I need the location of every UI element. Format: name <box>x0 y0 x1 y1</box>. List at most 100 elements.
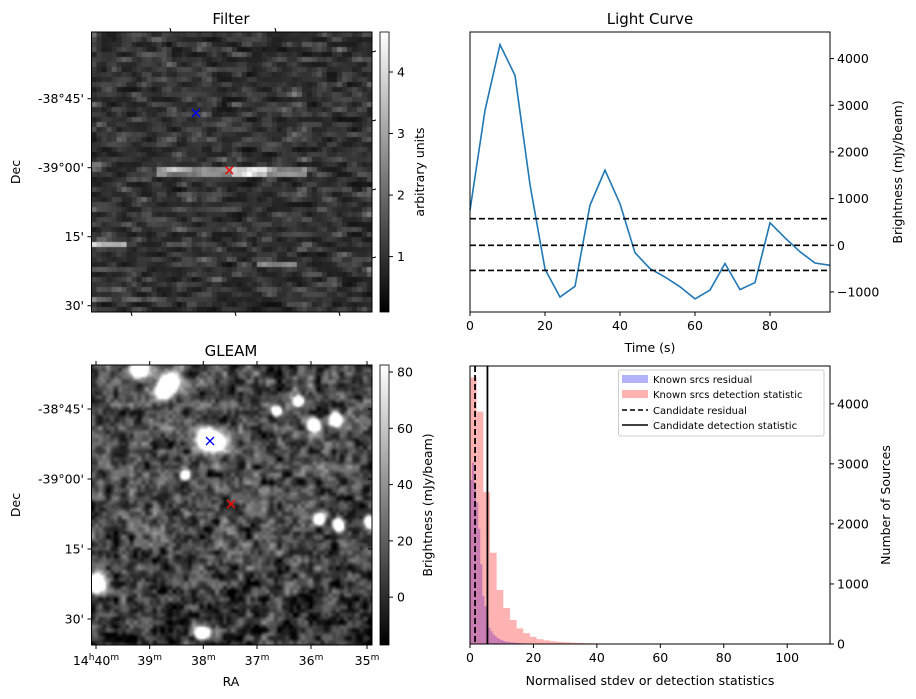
x-tick-label: 0 <box>466 318 474 333</box>
y-tick-label: −1000 <box>837 284 879 299</box>
light-curve-line <box>469 42 831 300</box>
residual-bar <box>509 642 512 644</box>
ra-minutes: 36 <box>299 653 315 668</box>
histogram-xlabel: Normalised stdev or detection statistics <box>526 673 775 688</box>
x-tick-label: 40 <box>589 650 605 665</box>
detection-bar <box>470 377 477 644</box>
detection-bar <box>536 639 544 644</box>
detection-bar <box>476 411 484 644</box>
residual-bar <box>507 641 510 644</box>
ra-tick-label: 14h40m <box>73 653 119 668</box>
ra-tick <box>130 311 133 317</box>
dec-tick-label: 15' <box>65 542 84 557</box>
ra-minutes: 35 <box>355 653 371 668</box>
ra-minutes-unit: m <box>371 653 380 663</box>
lightcurve-axes-frame <box>469 31 831 313</box>
gleam-ylabel: Dec <box>8 493 23 517</box>
x-tick-label: 60 <box>687 318 703 333</box>
detection-bar <box>576 642 584 644</box>
legend-box <box>618 369 825 437</box>
residual-bar <box>513 642 516 644</box>
gleam-blue-marker <box>205 436 215 446</box>
residual-bar <box>478 528 481 644</box>
colorbar-tick-label: 2 <box>397 188 405 203</box>
ra-minutes-unit: m <box>207 653 216 663</box>
detection-bar <box>543 640 550 644</box>
ra-tick-label: 37m <box>245 653 270 668</box>
detection-bar <box>509 619 517 644</box>
histogram-axes-frame <box>469 365 831 645</box>
y-tick-label: 3000 <box>837 98 869 113</box>
detection-bar <box>549 641 557 644</box>
dec-right-tick <box>371 119 377 122</box>
detection-bar <box>489 552 497 644</box>
detection-bar <box>496 589 504 644</box>
x-tick-label: 0 <box>466 650 474 665</box>
dec-right-tick <box>371 50 377 53</box>
x-tick-label: 80 <box>762 318 778 333</box>
residual-bar <box>498 639 501 644</box>
residual-bar <box>476 502 479 644</box>
gleam-panel: GLEAM -38°45'-39°00'15'30'14h40m 39m 38m 37… <box>8 342 435 689</box>
y-tick-label: 0 <box>837 637 845 652</box>
gleam-colorbar <box>379 364 390 646</box>
ra-hours-unit: h <box>89 653 95 663</box>
filter-red-marker <box>225 166 234 175</box>
dec-tick-label: -39°00' <box>38 160 84 175</box>
colorbar-tick-label: 80 <box>397 365 413 380</box>
detection-bar <box>569 642 577 644</box>
residual-bar <box>472 462 475 644</box>
filter-title: Filter <box>212 10 250 28</box>
detection-bar <box>529 636 537 644</box>
residual-bar <box>480 564 483 644</box>
residual-bar <box>515 642 518 644</box>
filter-axes-frame <box>91 31 373 313</box>
legend-label-residual: Known srcs residual <box>653 375 752 386</box>
dec-right-tick <box>371 188 377 191</box>
y-tick-label: 1000 <box>837 576 869 591</box>
ra-top-tick <box>274 27 277 33</box>
residual-bar <box>484 606 487 644</box>
legend-swatch-detection <box>622 390 648 398</box>
ra-minutes-unit: m <box>110 653 119 663</box>
gleam-title: GLEAM <box>205 342 258 360</box>
lightcurve-title: Light Curve <box>607 10 693 28</box>
detection-bar <box>503 607 510 644</box>
gleam-red-marker <box>226 499 236 509</box>
colorbar-tick-label: 40 <box>397 477 413 492</box>
ra-tick-label: 39m <box>137 653 162 668</box>
x-tick-label: 60 <box>652 650 668 665</box>
legend-swatch-residual <box>622 375 648 383</box>
dec-tick-label: 30' <box>65 298 84 313</box>
gleam-axes-frame <box>91 364 373 646</box>
residual-bar <box>474 482 477 644</box>
colorbar-tick-label: 0 <box>397 590 405 605</box>
ra-minutes: 39 <box>137 653 153 668</box>
residual-bar <box>494 636 497 644</box>
ra-tick-label: 35m <box>355 653 380 668</box>
filter-colorbar-label: arbitrary units <box>412 127 427 216</box>
residual-bar <box>505 641 508 644</box>
dec-tick-label: 30' <box>65 612 84 627</box>
gleam-xlabel: RA <box>223 674 240 689</box>
ra-tick-label: 36m <box>299 653 324 668</box>
filter-colorbar <box>379 31 390 313</box>
detection-bar <box>556 641 564 644</box>
y-tick-label: 3000 <box>837 456 869 471</box>
filter-panel: Filter -38°45' -39°00' 15' 30' Dec 1 2 3 4 arb… <box>8 10 427 317</box>
x-tick-label: 40 <box>612 318 628 333</box>
residual-bar <box>500 640 503 644</box>
y-tick-label: 2000 <box>837 516 869 531</box>
dec-tick-label: 15' <box>65 229 84 244</box>
ra-tick <box>234 311 237 317</box>
detection-bar <box>516 628 524 644</box>
ra-minutes: 40 <box>94 653 110 668</box>
lightcurve-xlabel: Time (s) <box>624 340 676 355</box>
y-tick-label: 0 <box>837 238 845 253</box>
colorbar-tick-label: 3 <box>397 126 405 141</box>
ra-minutes-unit: m <box>153 653 162 663</box>
x-tick-label: 80 <box>716 650 732 665</box>
residual-bar <box>496 637 499 644</box>
residual-bar <box>492 634 495 644</box>
dec-tick-label: -38°45' <box>38 402 84 417</box>
